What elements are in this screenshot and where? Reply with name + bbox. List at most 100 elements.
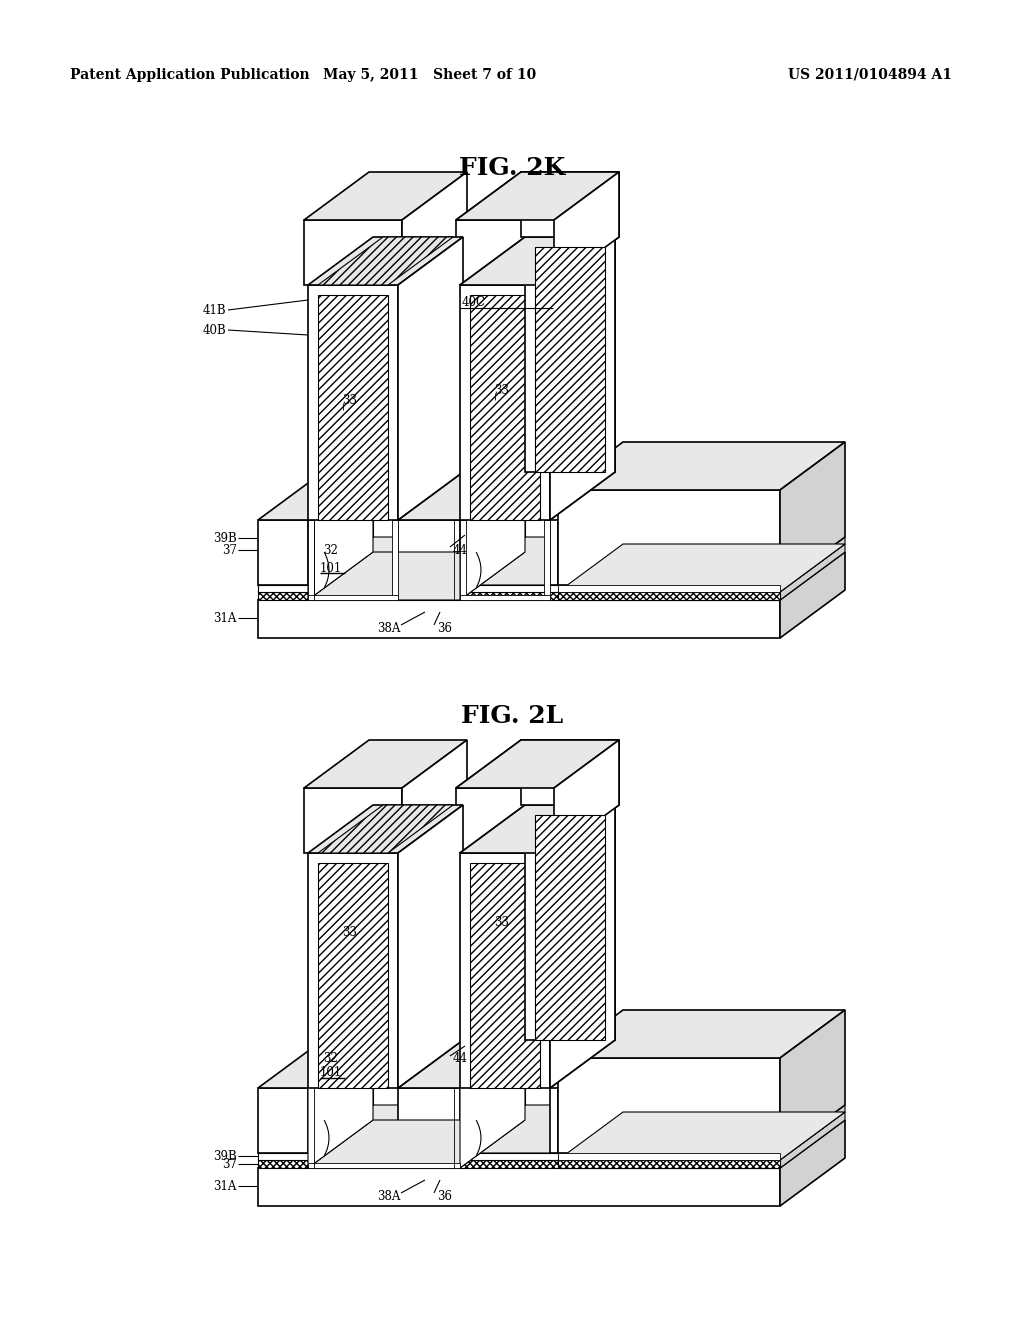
Text: 39B: 39B — [213, 532, 237, 544]
Polygon shape — [308, 805, 463, 853]
Polygon shape — [308, 1163, 460, 1168]
Polygon shape — [304, 788, 402, 853]
Polygon shape — [525, 805, 615, 1040]
Polygon shape — [323, 1040, 373, 1105]
Polygon shape — [780, 1119, 845, 1206]
Polygon shape — [550, 1088, 558, 1152]
Polygon shape — [258, 520, 308, 585]
Polygon shape — [456, 741, 618, 788]
Polygon shape — [258, 537, 845, 585]
Polygon shape — [258, 1152, 780, 1160]
Polygon shape — [258, 1088, 308, 1152]
Polygon shape — [460, 285, 550, 520]
Polygon shape — [258, 544, 845, 591]
Polygon shape — [308, 595, 398, 601]
Polygon shape — [554, 741, 618, 853]
Polygon shape — [304, 741, 467, 788]
Polygon shape — [398, 1040, 525, 1088]
Polygon shape — [258, 1168, 780, 1206]
Polygon shape — [402, 741, 467, 853]
Polygon shape — [258, 1105, 845, 1152]
Polygon shape — [470, 863, 540, 1088]
Text: 44: 44 — [453, 544, 468, 557]
Polygon shape — [392, 520, 398, 601]
Text: 41B: 41B — [203, 304, 226, 317]
Polygon shape — [308, 238, 463, 285]
Polygon shape — [470, 805, 605, 853]
Polygon shape — [304, 220, 402, 285]
Polygon shape — [460, 238, 615, 285]
Polygon shape — [558, 1059, 780, 1152]
Polygon shape — [463, 473, 525, 537]
Polygon shape — [308, 1119, 525, 1168]
Polygon shape — [308, 1040, 373, 1168]
Polygon shape — [550, 238, 615, 520]
Text: US 2011/0104894 A1: US 2011/0104894 A1 — [788, 69, 952, 82]
Polygon shape — [558, 1010, 845, 1059]
Polygon shape — [308, 552, 525, 601]
Polygon shape — [544, 520, 550, 601]
Text: 32: 32 — [323, 1052, 338, 1064]
Polygon shape — [780, 544, 845, 601]
Polygon shape — [318, 294, 388, 520]
Text: 33: 33 — [495, 384, 510, 396]
Polygon shape — [398, 805, 463, 1088]
Polygon shape — [398, 520, 460, 585]
Text: 33: 33 — [342, 927, 357, 940]
Polygon shape — [460, 805, 615, 853]
Text: 37: 37 — [222, 1158, 237, 1171]
Text: 40B: 40B — [203, 323, 226, 337]
Polygon shape — [780, 1105, 845, 1160]
Polygon shape — [308, 473, 373, 601]
Polygon shape — [525, 238, 615, 473]
Polygon shape — [258, 473, 373, 520]
Polygon shape — [554, 172, 618, 285]
Polygon shape — [456, 741, 618, 788]
Polygon shape — [258, 1119, 845, 1168]
Text: 40C: 40C — [462, 296, 486, 309]
Polygon shape — [258, 1160, 780, 1168]
Text: 101: 101 — [319, 561, 342, 574]
Text: FIG. 2K: FIG. 2K — [459, 156, 565, 180]
Polygon shape — [456, 220, 554, 285]
Polygon shape — [463, 1040, 525, 1105]
Text: 31A: 31A — [214, 611, 237, 624]
Polygon shape — [558, 585, 780, 591]
Polygon shape — [318, 805, 453, 853]
Polygon shape — [258, 585, 780, 591]
Polygon shape — [456, 172, 618, 220]
Polygon shape — [460, 1040, 525, 1168]
Polygon shape — [558, 591, 780, 601]
Polygon shape — [554, 172, 618, 285]
Polygon shape — [318, 238, 453, 285]
Polygon shape — [550, 805, 615, 1088]
Polygon shape — [780, 1111, 845, 1168]
Polygon shape — [535, 814, 605, 1040]
Polygon shape — [558, 544, 845, 591]
Text: 44: 44 — [453, 1052, 468, 1064]
Text: 101: 101 — [319, 1067, 342, 1080]
Polygon shape — [258, 601, 780, 638]
Polygon shape — [456, 172, 618, 220]
Polygon shape — [521, 172, 618, 238]
Polygon shape — [308, 285, 398, 520]
Text: 37: 37 — [222, 544, 237, 557]
Polygon shape — [558, 442, 845, 490]
Polygon shape — [550, 238, 615, 520]
Text: 32: 32 — [323, 544, 338, 557]
Polygon shape — [258, 1040, 373, 1088]
Polygon shape — [558, 1160, 780, 1168]
Polygon shape — [456, 788, 554, 853]
Polygon shape — [398, 238, 463, 520]
Text: 36: 36 — [437, 622, 452, 635]
Polygon shape — [550, 520, 558, 585]
Text: May 5, 2011   Sheet 7 of 10: May 5, 2011 Sheet 7 of 10 — [324, 69, 537, 82]
Text: Patent Application Publication: Patent Application Publication — [70, 69, 309, 82]
Polygon shape — [398, 473, 525, 520]
Polygon shape — [258, 552, 845, 601]
Polygon shape — [323, 473, 373, 537]
Polygon shape — [398, 1088, 460, 1152]
Polygon shape — [780, 442, 845, 585]
Polygon shape — [470, 294, 540, 520]
Text: FIG. 2L: FIG. 2L — [461, 704, 563, 729]
